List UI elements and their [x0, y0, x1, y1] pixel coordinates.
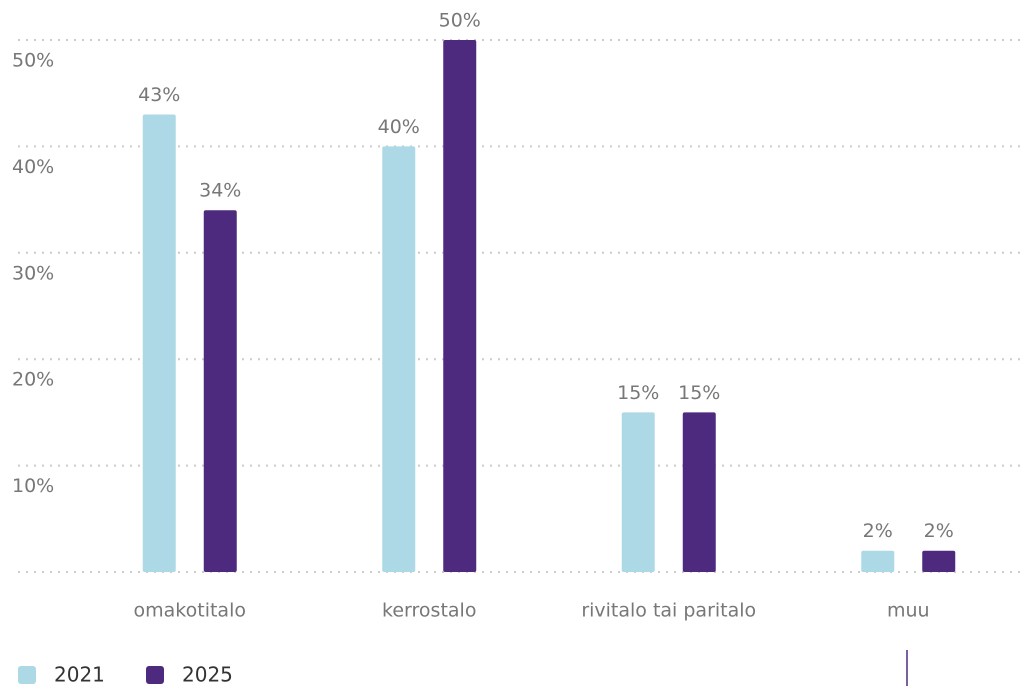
value-label: 15%: [617, 382, 659, 404]
legend-swatch: [146, 666, 164, 684]
x-tick-label: kerrostalo: [382, 600, 476, 622]
y-tick-label: 50%: [12, 50, 54, 72]
bar: [203, 210, 237, 573]
value-label: 34%: [199, 180, 241, 202]
y-tick-label: 40%: [12, 156, 54, 178]
y-tick-label: 20%: [12, 369, 54, 391]
x-tick-label: muu: [887, 600, 930, 622]
value-label: 2%: [863, 520, 893, 542]
bar: [682, 412, 716, 572]
bar: [621, 412, 655, 572]
value-label: 50%: [439, 10, 481, 32]
legend-text: 2025: [182, 663, 233, 686]
bar: [861, 550, 895, 572]
y-tick-label: 30%: [12, 262, 54, 284]
x-tick-label: omakotitalo: [134, 600, 246, 622]
value-label: 2%: [924, 520, 954, 542]
value-label: 40%: [378, 116, 420, 138]
value-label: 15%: [678, 382, 720, 404]
bar: [142, 114, 176, 572]
y-tick-label: 10%: [12, 475, 54, 497]
bar: [922, 550, 956, 572]
legend-swatch: [18, 666, 36, 684]
legend-text: 2021: [54, 663, 105, 686]
value-label: 43%: [138, 84, 180, 106]
x-tick-label: rivitalo tai paritalo: [581, 600, 756, 622]
bar: [382, 146, 416, 572]
bar: [443, 40, 477, 572]
